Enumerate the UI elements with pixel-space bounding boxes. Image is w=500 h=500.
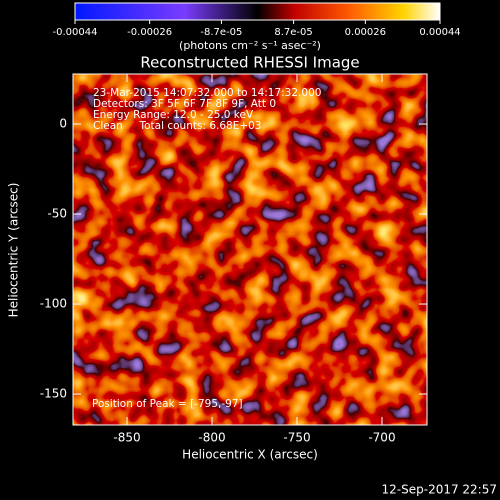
x-tick-label: -750 (283, 431, 310, 445)
x-axis-label: Heliocentric X (arcsec) (182, 448, 318, 462)
colorbar (74, 2, 441, 21)
x-tick-label: -800 (198, 431, 225, 445)
colorbar-tick-label: -0.00044 (53, 27, 98, 38)
colorbar-tick-label: -8.7e-05 (200, 27, 242, 38)
x-tick-label: -700 (368, 431, 395, 445)
annotation: Energy Range: 12.0 - 25.0 keV (93, 109, 254, 121)
heatmap (73, 74, 427, 425)
peak-label: Position of Peak = [-795,-97] (92, 398, 243, 410)
annotation: Clean Total counts: 6.68E+03 (93, 120, 262, 132)
annotation: Detectors: 3F 5F 6F 7F 8F 9F, Att 0 (93, 98, 276, 110)
y-axis-label: Heliocentric Y (arcsec) (7, 183, 21, 318)
plot-frame (72, 73, 428, 426)
y-tick-label: -150 (40, 387, 67, 401)
y-tick-label: -100 (40, 297, 67, 311)
y-tick-label: -50 (47, 207, 67, 221)
y-tick-label: 0 (59, 117, 67, 131)
image (73, 74, 427, 425)
colorbar-label: (photons cm⁻² s⁻¹ asec⁻²) (179, 39, 321, 52)
colorbar-tick-label: 8.7e-05 (274, 27, 312, 38)
annotation: 23-Mar-2015 14:07:32.000 to 14:17:32.000 (93, 87, 321, 99)
colorbar-tick-label: -0.00026 (127, 27, 172, 38)
colorbar-tick-label: 0.00026 (345, 27, 386, 38)
x-tick-label: -850 (113, 431, 140, 445)
colorbar-tick-label: 0.00044 (419, 27, 460, 38)
chart-title: Reconstructed RHESSI Image (140, 54, 359, 72)
footer: 12-Sep-2017 22:57 (382, 483, 497, 497)
